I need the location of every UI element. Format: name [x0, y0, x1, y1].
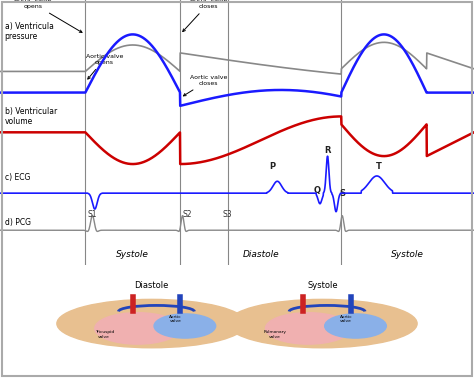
- Ellipse shape: [325, 314, 386, 338]
- Text: S3: S3: [223, 210, 232, 219]
- Circle shape: [57, 299, 246, 348]
- Text: Aortic
valve: Aortic valve: [340, 315, 352, 323]
- Text: Diastole: Diastole: [242, 249, 279, 259]
- Text: S: S: [339, 189, 345, 198]
- Text: Aortic valve
closes: Aortic valve closes: [183, 0, 227, 31]
- Text: Aortic valve
closes: Aortic valve closes: [183, 75, 227, 96]
- Text: a) Ventricula
pressure: a) Ventricula pressure: [5, 22, 54, 42]
- Text: Q: Q: [313, 186, 320, 195]
- Ellipse shape: [265, 313, 351, 344]
- Text: S1: S1: [88, 210, 97, 219]
- Text: Systole: Systole: [391, 249, 424, 259]
- Ellipse shape: [154, 314, 216, 338]
- Text: Aortic valve
opens: Aortic valve opens: [86, 54, 123, 79]
- Text: S2: S2: [182, 210, 192, 219]
- Text: R: R: [324, 146, 330, 155]
- Text: Systole: Systole: [307, 281, 337, 290]
- Text: Aortic valve
opens: Aortic valve opens: [15, 0, 82, 33]
- Text: Tricuspid
valve: Tricuspid valve: [95, 330, 114, 339]
- Text: b) Ventricular
volume: b) Ventricular volume: [5, 107, 57, 126]
- Text: Aortic
valve: Aortic valve: [169, 315, 182, 323]
- Text: Systole: Systole: [116, 249, 149, 259]
- Text: Diastole: Diastole: [135, 281, 169, 290]
- Text: P: P: [270, 162, 275, 171]
- Text: T: T: [376, 162, 382, 171]
- Text: d) PCG: d) PCG: [5, 218, 31, 227]
- Text: c) ECG: c) ECG: [5, 173, 30, 182]
- Circle shape: [228, 299, 417, 348]
- Text: Pulmonary
valve: Pulmonary valve: [264, 330, 286, 339]
- Ellipse shape: [95, 313, 180, 344]
